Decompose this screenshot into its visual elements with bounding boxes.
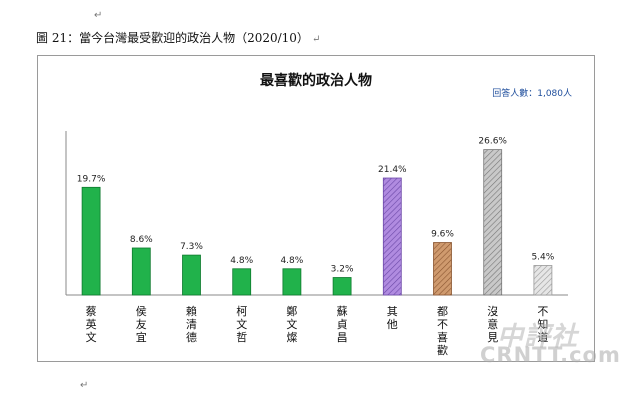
category-label-1: 蔡英文 [86,305,97,344]
data-label-8: 9.6% [431,230,454,240]
category-label-4: 柯文哲 [236,305,247,344]
bar-4 [232,268,252,296]
bar-10 [533,265,553,296]
paragraph-mark-top: ↵ [94,10,103,21]
paragraph-mark-bottom: ↵ [80,380,89,391]
watermark-url: CRNTT.com [480,343,621,367]
category-label-3: 賴清德 [186,304,197,344]
bar-5 [282,268,302,296]
respondent-count: 回答人數：1,080人 [492,89,572,99]
category-label-7: 其他 [387,305,398,331]
data-label-3: 7.3% [180,242,203,252]
data-label-4: 4.8% [230,256,253,266]
bar-chart: 19.7% 蔡英文 8.6% 侯友宜 7.3% 賴清德 4.8% 柯文哲 4.8% 鄭文燦 3.2%… [65,131,568,357]
data-label-5: 4.8% [280,256,303,266]
bar-9 [483,149,503,296]
bar-8 [433,242,452,296]
category-label-2: 侯友宜 [136,304,147,344]
category-label-10: 不知道 [537,305,548,344]
data-label-7: 21.4% [378,165,407,175]
bar-1 [81,186,101,296]
category-label-8: 都不喜歡 [437,305,448,357]
chart-frame: 最喜歡的政治人物 回答人數：1,080人 19.7% 蔡英文 8.6% 侯友宜 7.3%… [37,55,595,362]
paragraph-mark-caption: ↵ [311,34,321,45]
data-label-2: 8.6% [130,235,153,245]
bar-3 [182,254,201,296]
figure-caption: 圖 21：當今台灣最受歡迎的政治人物（2020/10） ↵ [36,29,320,46]
bar-2 [131,247,151,296]
data-label-9: 26.6% [478,137,507,147]
chart-title: 最喜歡的政治人物 [260,73,372,89]
bar-7 [382,177,402,296]
data-label-1: 19.7% [77,174,106,184]
category-label-6: 蘇貞昌 [337,305,348,344]
bar-6 [332,277,352,296]
category-label-9: 沒意見 [487,304,498,344]
watermark-logo: 中評社 [497,322,579,352]
data-label-10: 5.4% [531,252,554,262]
data-label-6: 3.2% [331,265,354,275]
category-label-5: 鄭文燦 [286,304,297,344]
caption-text: 圖 21：當今台灣最受歡迎的政治人物（2020/10） [36,31,309,45]
